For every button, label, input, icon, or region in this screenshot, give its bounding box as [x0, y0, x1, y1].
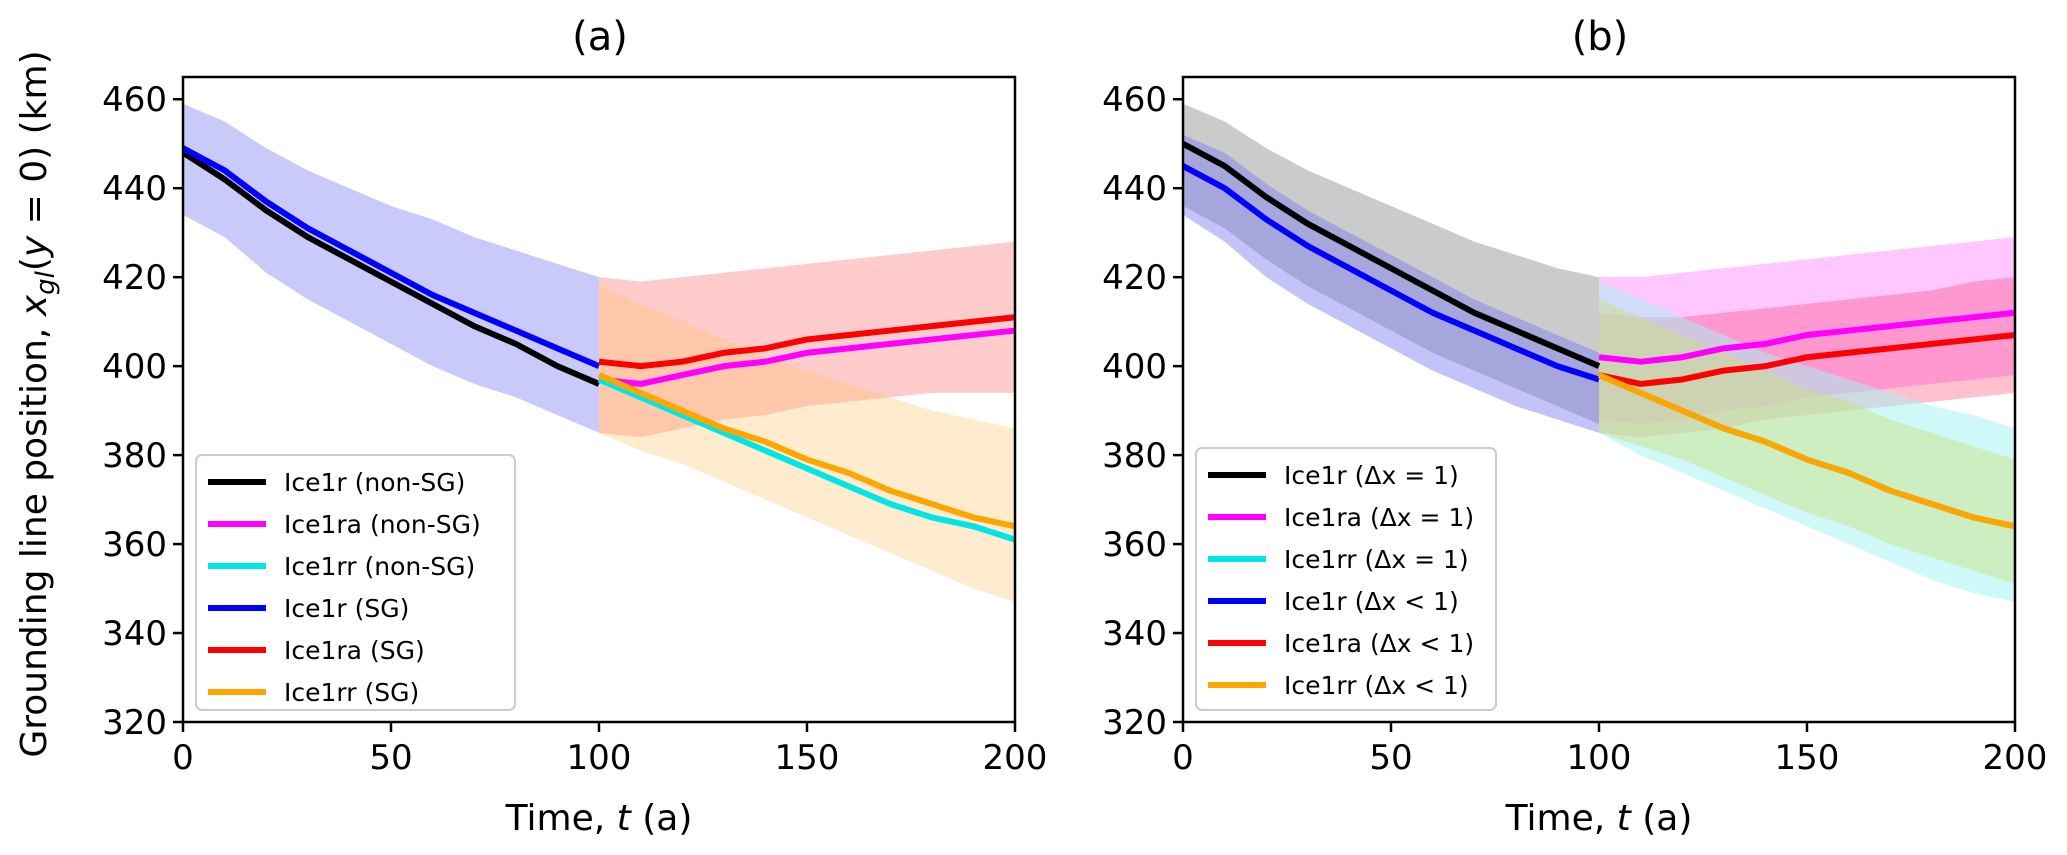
- panel-a-line-ice1rr-non-sg: [597, 376, 1016, 543]
- panel-a-x-tick-label-0: 0: [172, 738, 194, 778]
- panel-b-x-axis-label: Time, t (a): [1505, 798, 1693, 839]
- panel-b-y-tick-label-440: 440: [1102, 169, 1167, 209]
- panel-b-y-tick-label-360: 360: [1102, 525, 1167, 565]
- panel-a-y-tick-label-460: 460: [102, 80, 167, 120]
- panel-b-band-ice1rr-dxxeq1-spread: [1599, 281, 2015, 602]
- panel-a-x-tick-label-100: 100: [567, 738, 632, 778]
- panel-b-legend-box: [1195, 447, 1497, 711]
- panel-b-line-ice1r-dxx-lt-1: [1181, 163, 1600, 383]
- panel-b-legend-label-ice1ra-dxx-eq-1: Ice1ra (Δx = 1): [1284, 503, 1474, 532]
- panel-b-ticks: 0 50 100 150 200 320 340 360 380 400 420 440 460: [1102, 80, 2047, 778]
- panel-a-y-tick-label-420: 420: [102, 258, 167, 298]
- panel-b-lines: [1181, 141, 2016, 530]
- panel-a-title: (a): [572, 14, 628, 60]
- panel-a-y-tick-label-360: 360: [102, 525, 167, 565]
- panel-a-y-tick-label-380: 380: [102, 436, 167, 476]
- panel-a-bands: [183, 103, 1015, 602]
- panel-a-legend-label-ice1r-non-sg: Ice1r (non-SG): [284, 468, 465, 497]
- panel-b-line-ice1r-dxx-eq-1: [1181, 141, 1601, 369]
- panel-b-x-tick-label-100: 100: [1567, 738, 1632, 778]
- panel-b-x-tick-label-150: 150: [1775, 738, 1840, 778]
- panel-a-legend-label-ice1rr-non-sg: Ice1rr (non-SG): [284, 552, 475, 581]
- panel-a-ticks: 0 50 100 150 200 320 340 360 380 400 420 440 460: [102, 80, 1047, 778]
- panel-b-legend-label-ice1r-dxx-lt-1: Ice1r (Δx < 1): [1284, 587, 1459, 616]
- panel-b-y-tick-label-400: 400: [1102, 347, 1167, 387]
- panel-b-x-tick-label-50: 50: [1369, 738, 1412, 778]
- panel-b-legend-label-ice1rr-dxx-eq-1: Ice1rr (Δx = 1): [1284, 545, 1469, 574]
- panel-b: (b) 0 50 100 150 200 320 340 360 380 400 420 440 460…: [1102, 14, 2047, 839]
- panel-b-line-ice1ra-dxx-eq-1: [1598, 309, 2016, 365]
- panel-b-band-ice1r-dxxeq1-spread: [1183, 103, 1599, 424]
- panel-b-y-tick-label-460: 460: [1102, 80, 1167, 120]
- panel-b-y-tick-label-420: 420: [1102, 258, 1167, 298]
- panel-b-y-tick-label-320: 320: [1102, 703, 1167, 743]
- panel-a-y-tick-label-400: 400: [102, 347, 167, 387]
- panel-a-x-tick-label-200: 200: [983, 738, 1048, 778]
- panel-a-y-axis-label: Grounding line position, xgl(y = 0) (km): [14, 50, 61, 757]
- panel-b-legend-label-ice1r-dxx-eq-1: Ice1r (Δx = 1): [1284, 461, 1459, 490]
- panel-a-legend-label-ice1ra-non-sg: Ice1ra (non-SG): [284, 510, 481, 539]
- panel-a-line-ice1rr-sg: [597, 372, 1016, 530]
- panel-a-band-ice1r-spread: [183, 103, 599, 433]
- panel-a-legend-label-ice1rr-sg: Ice1rr (SG): [284, 678, 419, 707]
- panel-b-y-tick-label-380: 380: [1102, 436, 1167, 476]
- panel-a-legend-label-ice1r-sg: Ice1r (SG): [284, 594, 409, 623]
- panel-a-y-tick-label-440: 440: [102, 169, 167, 209]
- panel-b-legend: Ice1r (Δx = 1) Ice1ra (Δx = 1) Ice1rr (Δx …: [1195, 447, 1497, 711]
- panel-a: (a) 0 50 100 150 200 320 340 360 380 400 420 440 460…: [14, 14, 1047, 839]
- panel-a-legend-label-ice1ra-sg: Ice1ra (SG): [284, 636, 425, 665]
- panel-b-line-ice1rr-dxx-lt-1: [1597, 372, 2016, 530]
- panel-a-x-axis-label: Time, t (a): [505, 798, 693, 839]
- panel-a-lines: [181, 145, 1016, 543]
- panel-b-band-ice1rr-dxxlt1-spread: [1599, 299, 2015, 585]
- panel-a-line-ice1r-sg: [181, 145, 601, 369]
- panel-a-x-tick-label-50: 50: [369, 738, 412, 778]
- panel-a-line-ice1r-non-sg: [181, 150, 601, 387]
- panel-b-y-tick-label-340: 340: [1102, 614, 1167, 654]
- panel-b-line-ice1ra-dxx-lt-1: [1598, 332, 2016, 387]
- panel-a-y-tick-label-340: 340: [102, 614, 167, 654]
- panel-a-x-tick-label-150: 150: [775, 738, 840, 778]
- panel-a-line-ice1ra-non-sg: [598, 327, 1016, 387]
- panel-a-band-ice1rr-spread: [599, 286, 1015, 602]
- panel-a-legend-box: [195, 454, 516, 711]
- panel-b-x-tick-label-200: 200: [1983, 738, 2048, 778]
- panel-b-legend-label-ice1rr-dxx-lt-1: Ice1rr (Δx < 1): [1284, 671, 1469, 700]
- panel-a-legend: Ice1r (non-SG) Ice1ra (non-SG) Ice1rr (non…: [195, 454, 516, 711]
- panel-b-legend-label-ice1ra-dxx-lt-1: Ice1ra (Δx < 1): [1284, 629, 1474, 658]
- panel-b-bands: [1183, 103, 2015, 602]
- panel-b-title: (b): [1572, 14, 1629, 60]
- panel-a-y-tick-label-320: 320: [102, 703, 167, 743]
- panel-a-line-ice1ra-sg: [598, 314, 1016, 370]
- panel-b-x-tick-label-0: 0: [1172, 738, 1194, 778]
